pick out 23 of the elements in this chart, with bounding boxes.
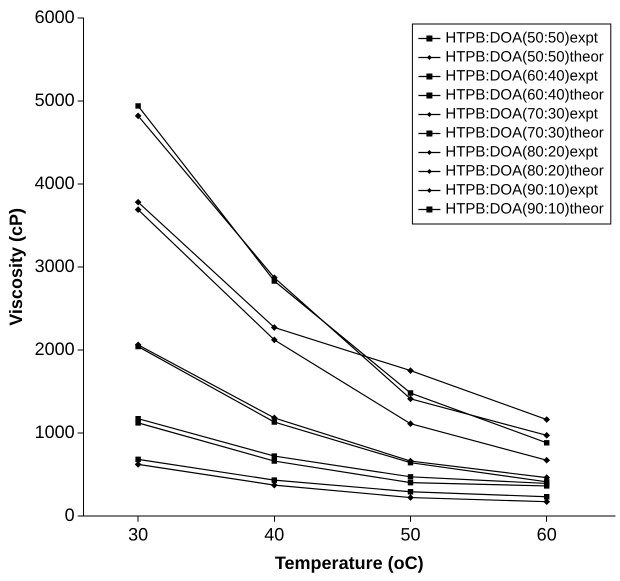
legend-label: HTPB:DOA(50:50)expt [445, 30, 599, 47]
legend-label: HTPB:DOA(70:30)expt [445, 106, 599, 123]
y-tick-label: 1000 [34, 422, 75, 442]
legend-label: HTPB:DOA(70:30)theor [445, 124, 604, 142]
legend-label: HTPB:DOA(60:40)theor [445, 86, 604, 104]
x-tick-label: 50 [400, 524, 421, 545]
legend-label: HTPB:DOA(50:50)theor [445, 48, 604, 66]
x-axis-title: Temperature (oC) [274, 553, 424, 574]
y-axis-title: Viscosity (cP) [6, 208, 26, 326]
y-tick-label: 5000 [34, 90, 75, 110]
legend-label: HTPB:DOA(90:10)theor [445, 200, 604, 218]
legend-label: HTPB:DOA(80:20)expt [445, 144, 599, 161]
y-tick-label: 0 [64, 504, 75, 525]
x-tick-label: 60 [536, 524, 557, 545]
y-tick-label: 2000 [34, 338, 75, 359]
y-tick-label: 6000 [34, 6, 75, 27]
legend-label: HTPB:DOA(80:20)theor [445, 162, 604, 180]
x-tick-label: 40 [264, 524, 284, 545]
y-tick-label: 3000 [34, 256, 75, 276]
x-tick-label: 30 [128, 524, 148, 545]
legend-label: HTPB:DOA(90:10)expt [445, 182, 599, 199]
y-tick-label: 4000 [34, 172, 75, 193]
legend-label: HTPB:DOA(60:40)expt [445, 68, 599, 85]
